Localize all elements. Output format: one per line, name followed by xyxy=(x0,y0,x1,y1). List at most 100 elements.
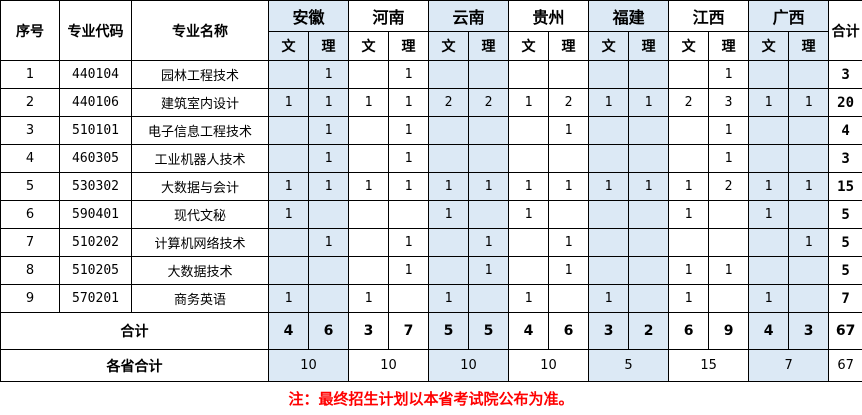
row-index: 5 xyxy=(0,172,60,201)
row-value: 1 xyxy=(348,284,390,313)
row-value: 1 xyxy=(628,88,670,117)
row-value: 1 xyxy=(668,172,710,201)
row-value xyxy=(628,228,670,257)
row-value: 1 xyxy=(508,88,550,117)
header-arts: 文 xyxy=(428,31,470,61)
header-province: 江西 xyxy=(668,0,750,32)
row-value xyxy=(668,60,710,89)
row-value xyxy=(428,228,470,257)
row-value xyxy=(668,144,710,173)
province-total-value: 10 xyxy=(508,349,590,382)
row-value: 1 xyxy=(388,256,430,285)
header-total: 合计 xyxy=(828,0,862,61)
row-code: 460305 xyxy=(59,144,132,173)
row-value xyxy=(508,60,550,89)
row-total: 5 xyxy=(828,200,862,229)
province-total-value: 10 xyxy=(428,349,510,382)
row-value xyxy=(628,256,670,285)
row-value: 1 xyxy=(548,172,590,201)
row-value xyxy=(588,200,630,229)
row-total: 15 xyxy=(828,172,862,201)
row-value: 1 xyxy=(307,60,350,89)
row-value: 1 xyxy=(548,116,590,145)
row-code: 530302 xyxy=(59,172,132,201)
row-value: 1 xyxy=(388,228,430,257)
header-arts: 文 xyxy=(268,31,309,61)
row-value: 1 xyxy=(388,172,430,201)
row-total: 7 xyxy=(828,284,862,313)
totals-value: 2 xyxy=(628,312,670,350)
header-arts: 文 xyxy=(748,31,790,61)
totals-value: 5 xyxy=(468,312,510,350)
row-name: 大数据与会计 xyxy=(131,172,269,201)
table-row: 3 510101 电子信息工程技术 1 1 1 1 4 xyxy=(0,116,862,145)
row-value: 1 xyxy=(708,60,750,89)
row-value: 2 xyxy=(708,172,750,201)
header-science: 理 xyxy=(708,31,750,61)
province-totals-grand: 67 xyxy=(828,349,862,382)
totals-value: 3 xyxy=(588,312,630,350)
row-value xyxy=(708,284,750,313)
header-province: 贵州 xyxy=(508,0,590,32)
header-row-provinces: 序号 专业代码 专业名称 安徽 河南 云南 贵州 福建 江西 广西 合计 xyxy=(0,0,862,61)
row-value xyxy=(628,60,670,89)
row-value xyxy=(468,116,510,145)
header-index: 序号 xyxy=(0,0,60,61)
header-science: 理 xyxy=(628,31,670,61)
row-value xyxy=(788,116,830,145)
province-total-value: 5 xyxy=(588,349,670,382)
row-value xyxy=(508,116,550,145)
row-value: 1 xyxy=(708,144,750,173)
row-value xyxy=(307,284,350,313)
row-value: 1 xyxy=(268,88,309,117)
header-arts: 文 xyxy=(508,31,550,61)
row-value: 1 xyxy=(588,284,630,313)
table-row: 9 570201 商务英语 1 1 1 1 1 1 1 7 xyxy=(0,284,862,313)
row-name: 现代文秘 xyxy=(131,200,269,229)
row-name: 大数据技术 xyxy=(131,256,269,285)
row-value xyxy=(588,60,630,89)
header-province: 安徽 xyxy=(267,0,350,32)
province-total-value: 7 xyxy=(748,349,830,382)
row-value xyxy=(548,200,590,229)
row-total: 3 xyxy=(828,60,862,89)
row-value xyxy=(748,144,790,173)
header-science: 理 xyxy=(548,31,590,61)
row-value: 1 xyxy=(668,284,710,313)
row-index: 7 xyxy=(0,228,60,257)
row-value: 1 xyxy=(668,200,710,229)
row-total: 20 xyxy=(828,88,862,117)
row-value: 1 xyxy=(307,116,350,145)
row-value xyxy=(348,60,390,89)
row-value: 1 xyxy=(307,88,350,117)
row-code: 510205 xyxy=(59,256,132,285)
row-value xyxy=(548,60,590,89)
row-value: 1 xyxy=(307,228,350,257)
header-science: 理 xyxy=(788,31,830,61)
row-value xyxy=(468,60,510,89)
row-value: 1 xyxy=(468,228,510,257)
table-row: 1 440104 园林工程技术 1 1 1 3 xyxy=(0,60,862,89)
row-value xyxy=(708,200,750,229)
row-value xyxy=(788,200,830,229)
row-value xyxy=(268,60,309,89)
province-totals-row: 各省合计 10 10 10 10 5 15 7 67 xyxy=(0,349,862,382)
row-name: 计算机网络技术 xyxy=(131,228,269,257)
row-total: 3 xyxy=(828,144,862,173)
header-row-streams: 文理文理文理文理文理文理文理 xyxy=(1,31,862,61)
row-value: 2 xyxy=(468,88,510,117)
row-value: 1 xyxy=(388,116,430,145)
row-name: 电子信息工程技术 xyxy=(131,116,269,145)
header-arts: 文 xyxy=(588,31,630,61)
totals-value: 6 xyxy=(307,312,350,350)
totals-grand: 67 xyxy=(828,312,862,350)
row-value xyxy=(788,284,830,313)
row-value xyxy=(628,200,670,229)
row-value: 1 xyxy=(428,284,470,313)
header-science: 理 xyxy=(468,31,510,61)
header-science: 理 xyxy=(307,31,350,61)
totals-value: 5 xyxy=(428,312,470,350)
row-value xyxy=(628,284,670,313)
totals-row: 合计 4 6 3 7 5 5 4 6 3 2 6 9 4 3 67 xyxy=(0,312,862,350)
row-code: 590401 xyxy=(59,200,132,229)
